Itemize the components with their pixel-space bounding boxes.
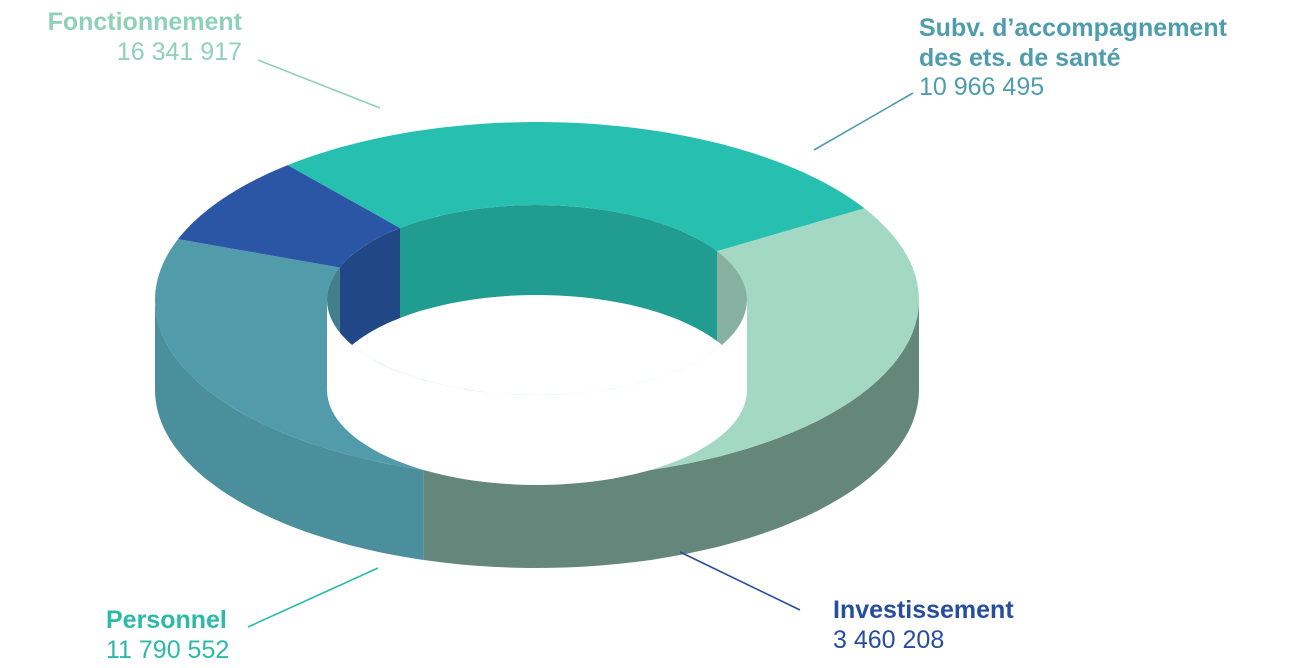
slice-label-investissement: Investissement 3 460 208 <box>833 596 1014 655</box>
slice-name-subvention: Subv. d’accompagnement des ets. de santé <box>919 14 1227 72</box>
inner-wall-2 <box>339 228 400 358</box>
slice-top-2 <box>178 165 400 268</box>
slice-name-investissement: Investissement <box>833 596 1014 624</box>
outer-wall-0 <box>423 300 919 568</box>
slice-name-fonctionnement: Fonctionnement <box>47 8 242 36</box>
hole-opening <box>327 300 747 485</box>
outer-wall-1 <box>155 300 424 560</box>
slice-label-fonctionnement: Fonctionnement 16 341 917 <box>10 8 242 67</box>
slice-value-fonctionnement: 16 341 917 <box>116 37 242 66</box>
inner-wall-3 <box>400 205 717 342</box>
slice-top-3 <box>287 122 865 252</box>
leader-fonctionnement <box>257 59 381 109</box>
leader-investissement <box>679 551 801 611</box>
slice-value-subvention: 10 966 495 <box>919 73 1045 101</box>
slice-value-investissement: 3 460 208 <box>833 625 945 654</box>
slice-label-personnel: Personnel 11 790 552 <box>106 606 229 665</box>
leader-personnel <box>247 567 379 628</box>
leader-lines <box>247 59 914 628</box>
slice-label-subvention: Subv. d’accompagnement des ets. de santé… <box>919 14 1227 103</box>
donut-shapes <box>155 122 919 568</box>
leader-subvention <box>813 92 914 151</box>
slice-name-personnel: Personnel <box>106 606 227 634</box>
slice-value-personnel: 11 790 552 <box>106 635 230 664</box>
